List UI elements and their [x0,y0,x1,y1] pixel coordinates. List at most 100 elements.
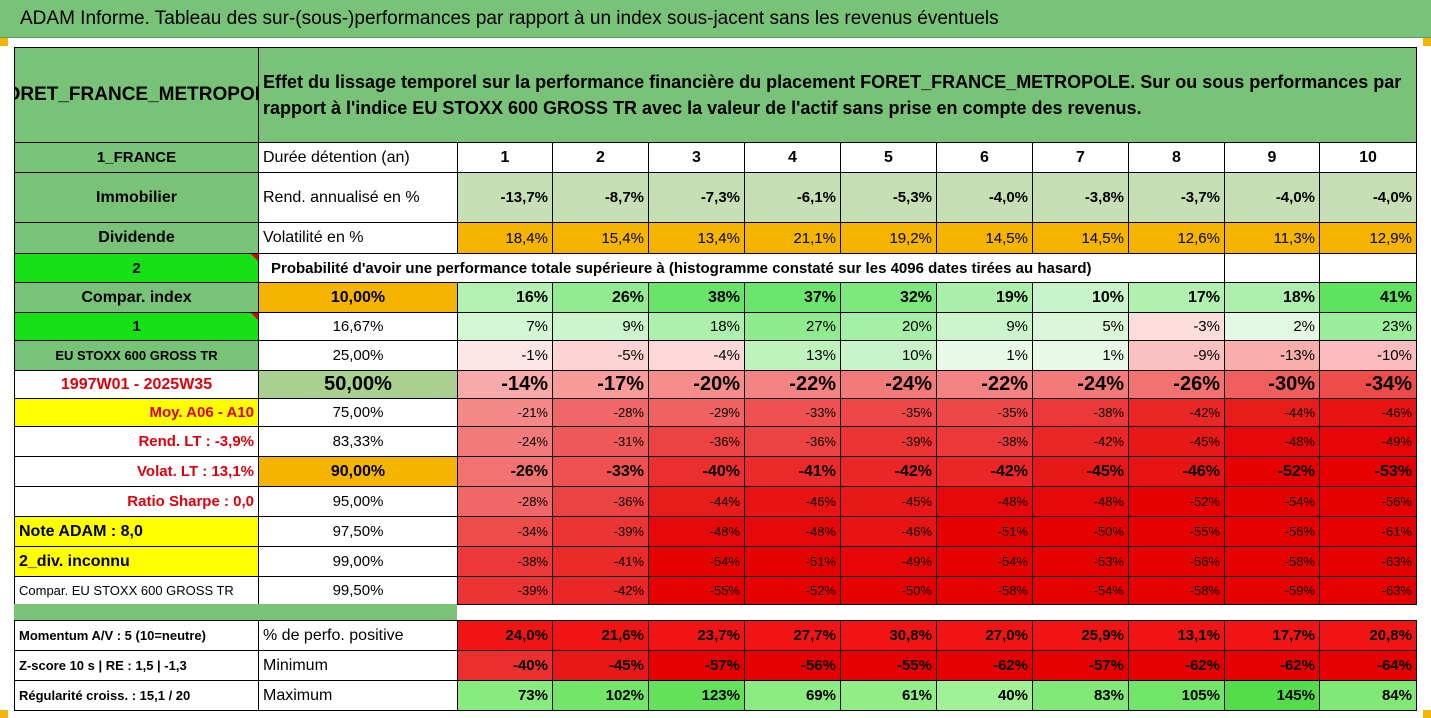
quantile-value: -22% [936,370,1033,399]
quantile-value: -49% [1319,426,1417,457]
side-div-inconnu: 2_div. inconnu [14,546,259,577]
quantile-value: -54% [936,546,1033,577]
quantile-value: -50% [840,576,937,605]
quantile-value: -51% [936,516,1033,547]
bottom-stat-value: 102% [552,680,649,711]
quantile-value: -45% [840,486,937,517]
quantile-value: -63% [1319,546,1417,577]
bottom-stat-value: -56% [744,650,841,681]
quantile-value: -40% [648,456,745,487]
quantile-label: 50,00% [258,370,458,399]
quantile-value: -21% [457,398,553,427]
side-period: 1997W01 - 2025W35 [14,370,259,399]
quantile-value: 1% [1032,340,1129,371]
bottom-stat-value: 17,7% [1224,620,1320,651]
bottom-stat-value: 13,1% [1128,620,1225,651]
bottom-stat-value: -62% [936,650,1033,681]
volatilite-value: 14,5% [1032,222,1129,254]
bottom-stat-value: -45% [552,650,649,681]
quantile-value: -39% [552,516,649,547]
year-header: 5 [840,142,937,173]
side-compar-index: Compar. index [14,282,259,313]
quantile-value: -63% [1319,576,1417,605]
quantile-value: -24% [1032,370,1129,399]
quantile-value: 16% [457,282,553,313]
bottom-stat-value: 30,8% [840,620,937,651]
side-compar-index-name: Compar. EU STOXX 600 GROSS TR [14,576,259,605]
rendement-label: Rend. annualisé en % [258,172,458,223]
empty-cell [1224,253,1320,283]
quantile-value: -54% [1032,576,1129,605]
quantile-value: -56% [1128,546,1225,577]
quantile-value: 19% [936,282,1033,313]
quantile-value: -59% [1224,576,1320,605]
year-header: 10 [1319,142,1417,173]
quantile-value: -24% [457,426,553,457]
quantile-value: -42% [936,456,1033,487]
quantile-value: -52% [1224,456,1320,487]
quantile-value: -61% [1319,516,1417,547]
rendement-value: -7,3% [648,172,745,223]
quantile-value: 27% [744,312,841,341]
quantile-value: -53% [1319,456,1417,487]
quantile-value: -28% [457,486,553,517]
side-code-2: 2 [14,253,259,283]
side-ratio-sharpe: Ratio Sharpe : 0,0 [14,486,259,517]
quantile-value: -20% [648,370,745,399]
side-index-name: EU STOXX 600 GROSS TR [14,340,259,371]
quantile-value: -46% [1319,398,1417,427]
quantile-value: -9% [1128,340,1225,371]
bottom-stat-value: 27,7% [744,620,841,651]
quantile-value: 20% [840,312,937,341]
quantile-value: -50% [1032,516,1129,547]
quantile-value: -34% [457,516,553,547]
corner-marker [1423,710,1431,718]
quantile-value: -56% [1319,486,1417,517]
bottom-stat-value: 123% [648,680,745,711]
quantile-value: -39% [457,576,553,605]
year-header: 7 [1032,142,1129,173]
quantile-value: 10% [1032,282,1129,313]
bottom-side-label: Momentum A/V : 5 (10=neutre) [14,620,259,651]
separator-strip [14,604,457,620]
bottom-stat-value: 40% [936,680,1033,711]
side-volat-lt: Volat. LT : 13,1% [14,456,259,487]
quantile-value: -4% [648,340,745,371]
volatilite-value: 18,4% [457,222,553,254]
quantile-value: -30% [1224,370,1320,399]
quantile-value: -3% [1128,312,1225,341]
bottom-stat-value: 25,9% [1032,620,1129,651]
quantile-value: -28% [552,398,649,427]
volatilite-value: 14,5% [936,222,1033,254]
quantile-value: -46% [744,486,841,517]
asset-name: FORET_FRANCE_METROPOLE [14,47,259,143]
quantile-value: -36% [648,426,745,457]
quantile-value: -55% [648,576,745,605]
quantile-value: 23% [1319,312,1417,341]
quantile-value: -33% [552,456,649,487]
rendement-value: -4,0% [1319,172,1417,223]
side-code-1: 1 [14,312,259,341]
side-rend-lt: Rend. LT : -3,9% [14,426,259,457]
bottom-stat-value: 83% [1032,680,1129,711]
quantile-value: 18% [648,312,745,341]
quantile-label: 25,00% [258,340,458,371]
bottom-stat-value: 105% [1128,680,1225,711]
bottom-stat-value: 20,8% [1319,620,1417,651]
quantile-value: -42% [1032,426,1129,457]
quantile-value: -55% [1128,516,1225,547]
quantile-value: -13% [1224,340,1320,371]
quantile-value: -39% [840,426,937,457]
quantile-value: 32% [840,282,937,313]
quantile-value: -45% [1128,426,1225,457]
quantile-value: -26% [457,456,553,487]
year-header: 6 [936,142,1033,173]
side-country: 1_FRANCE [14,142,259,173]
quantile-value: -10% [1319,340,1417,371]
quantile-value: -48% [648,516,745,547]
bottom-stat-value: 27,0% [936,620,1033,651]
volatilite-value: 13,4% [648,222,745,254]
volatilite-label: Volatilité en % [258,222,458,254]
quantile-value: -46% [840,516,937,547]
year-header: 3 [648,142,745,173]
